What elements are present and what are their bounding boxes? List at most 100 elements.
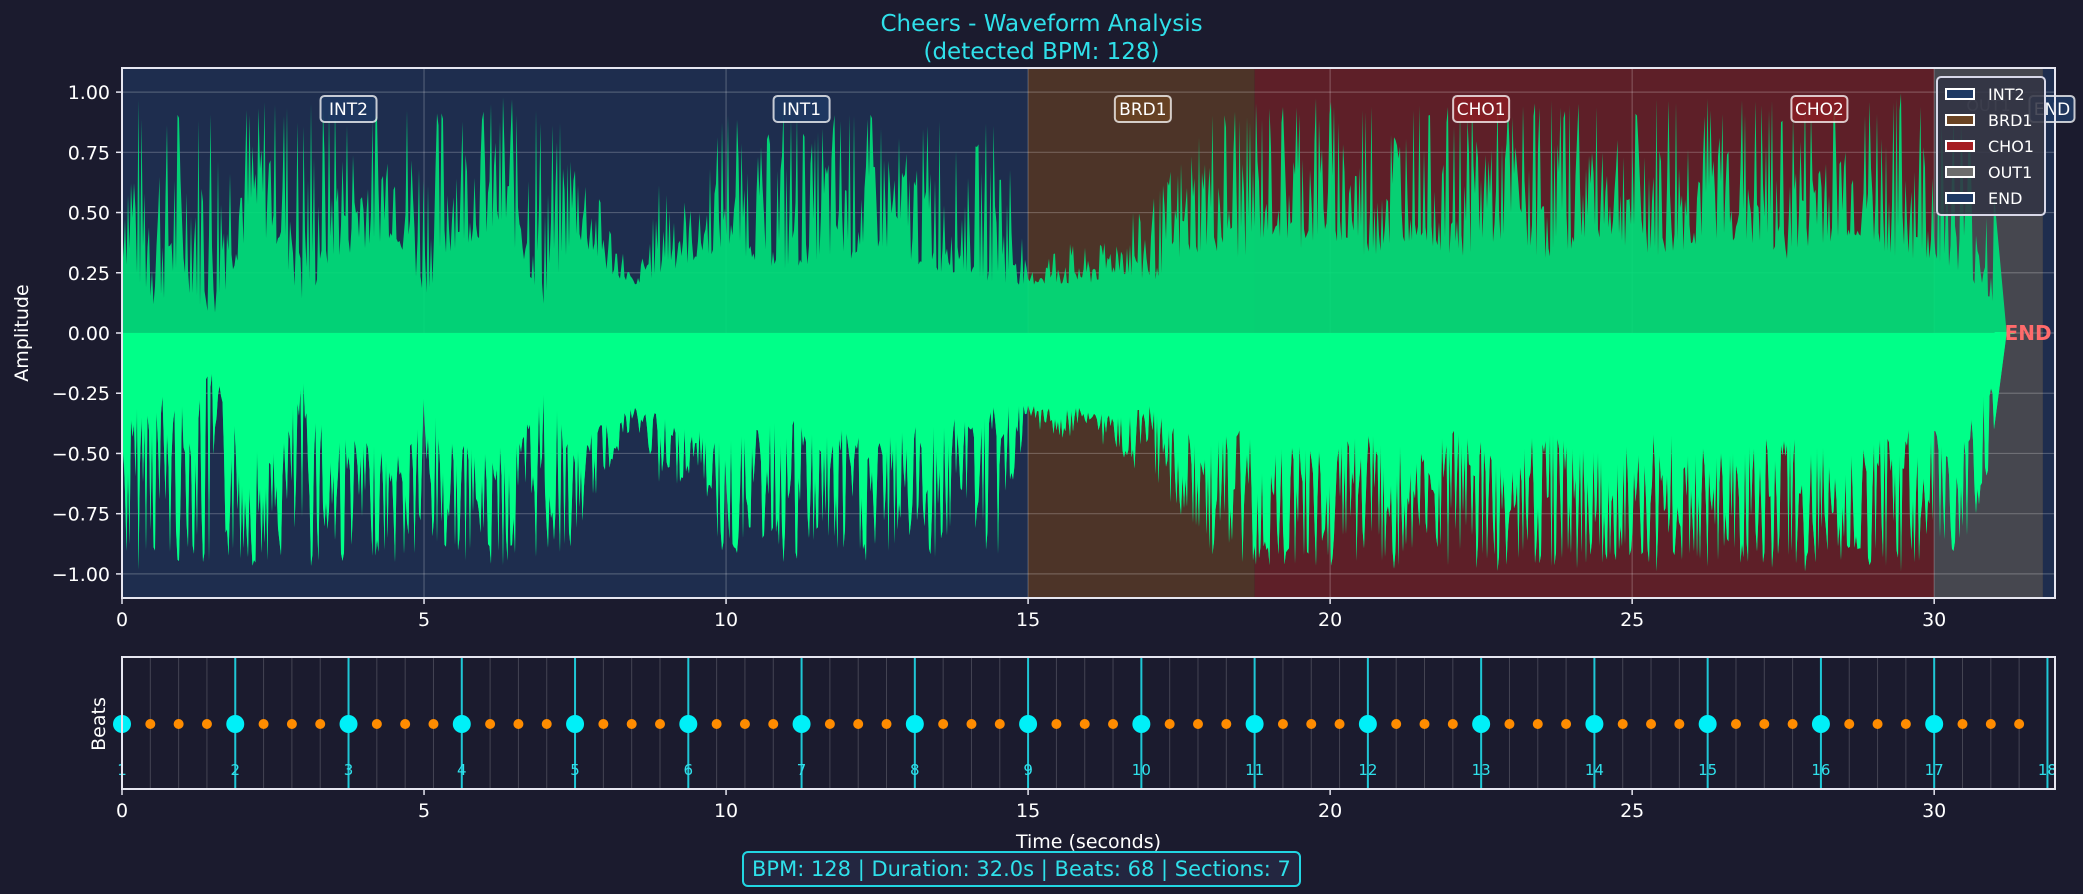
- x-tick-label: 0: [116, 609, 128, 631]
- y-tick-label: 0.75: [68, 142, 110, 164]
- downbeat-marker: [1246, 715, 1264, 733]
- x-tick-label: 15: [1016, 609, 1040, 631]
- downbeat-marker: [1132, 715, 1150, 733]
- downbeat-marker: [453, 715, 471, 733]
- beat-marker: [938, 719, 948, 729]
- beat-marker: [1646, 719, 1656, 729]
- downbeat-marker: [1359, 715, 1377, 733]
- beat-marker: [542, 719, 552, 729]
- bar-number-label: 10: [1132, 761, 1151, 779]
- beat-marker: [1674, 719, 1684, 729]
- downbeat-marker: [906, 715, 924, 733]
- x-tick-label: 0: [116, 800, 128, 822]
- legend-item-brd1: BRD1: [1945, 110, 2033, 130]
- beat-marker: [174, 719, 184, 729]
- y-tick-label: 0.25: [68, 263, 110, 285]
- beat-marker: [712, 719, 722, 729]
- legend-label: BRD1: [1988, 111, 2033, 130]
- legend-item-out1: OUT1: [1945, 162, 2032, 182]
- legend-swatch: [1945, 166, 1975, 178]
- legend-label: OUT1: [1988, 163, 2032, 182]
- beat-marker: [853, 719, 863, 729]
- x-axis-label: Time (seconds): [1015, 831, 1161, 853]
- downbeat-marker: [226, 715, 244, 733]
- beat-marker: [1221, 719, 1231, 729]
- bar-number-label: 9: [1023, 761, 1033, 779]
- beat-marker: [1108, 719, 1118, 729]
- beat-marker: [598, 719, 608, 729]
- bar-number-label: 13: [1472, 761, 1491, 779]
- beats-axis-label: Beats: [88, 697, 110, 751]
- beat-marker: [485, 719, 495, 729]
- y-tick-label: 1.00: [68, 82, 110, 104]
- legend-item-int2: INT2: [1945, 84, 2025, 104]
- downbeat-marker: [1699, 715, 1717, 733]
- section-label-int2: INT2: [321, 96, 377, 122]
- bar-number-label: 16: [1811, 761, 1830, 779]
- beat-marker: [1986, 719, 1996, 729]
- beat-marker: [740, 719, 750, 729]
- y-tick-label: −0.25: [52, 383, 110, 405]
- downbeat-marker: [1925, 715, 1943, 733]
- legend-swatch: [1945, 88, 1975, 100]
- svg-text:CHO2: CHO2: [1795, 100, 1844, 120]
- x-tick-label: 10: [714, 609, 738, 631]
- beat-marker: [1873, 719, 1883, 729]
- downbeat-marker: [1019, 715, 1037, 733]
- bar-number-label: 11: [1245, 761, 1264, 779]
- svg-text:INT1: INT1: [782, 100, 821, 120]
- beat-marker: [513, 719, 523, 729]
- beat-marker: [1561, 719, 1571, 729]
- beat-marker: [1391, 719, 1401, 729]
- x-tick-label: 20: [1318, 800, 1342, 822]
- bar-number-label: 5: [570, 761, 580, 779]
- beat-marker: [995, 719, 1005, 729]
- beat-marker: [1504, 719, 1514, 729]
- beat-marker: [1193, 719, 1203, 729]
- y-tick-label: −0.75: [52, 504, 110, 526]
- waveform-chart: INT2INT1BRD1CHO1CHO2OUT1ENDEND1.000.750.…: [0, 0, 2083, 894]
- beat-marker: [1788, 719, 1798, 729]
- bar-number-label: 14: [1585, 761, 1604, 779]
- beat-marker: [882, 719, 892, 729]
- legend-item-cho1: CHO1: [1945, 136, 2034, 156]
- beat-marker: [145, 719, 155, 729]
- legend-label: INT2: [1988, 85, 2025, 104]
- beat-marker: [1731, 719, 1741, 729]
- beat-marker: [768, 719, 778, 729]
- x-tick-label: 5: [418, 609, 430, 631]
- beat-marker: [1759, 719, 1769, 729]
- beat-marker: [428, 719, 438, 729]
- y-tick-label: 0.50: [68, 203, 110, 225]
- bar-number-label: 15: [1698, 761, 1717, 779]
- beat-marker: [655, 719, 665, 729]
- beat-marker: [1618, 719, 1628, 729]
- beat-marker: [1051, 719, 1061, 729]
- section-label-int1: INT1: [774, 96, 830, 122]
- section-label-brd1: BRD1: [1115, 96, 1171, 122]
- end-annotation: END: [2005, 321, 2052, 345]
- section-legend: INT2BRD1CHO1OUT1END: [1936, 76, 2046, 216]
- svg-text:INT2: INT2: [329, 100, 368, 120]
- beat-marker: [1080, 719, 1090, 729]
- downbeat-marker: [340, 715, 358, 733]
- beat-marker: [1533, 719, 1543, 729]
- beat-marker: [1448, 719, 1458, 729]
- y-axis-label: Amplitude: [11, 284, 33, 381]
- bar-number-label: 2: [230, 761, 240, 779]
- beat-marker: [1958, 719, 1968, 729]
- y-tick-label: −0.50: [52, 443, 110, 465]
- beat-marker: [202, 719, 212, 729]
- beat-marker: [1165, 719, 1175, 729]
- bar-number-label: 7: [797, 761, 807, 779]
- beat-marker: [1335, 719, 1345, 729]
- beat-marker: [1278, 719, 1288, 729]
- downbeat-marker: [566, 715, 584, 733]
- bar-number-label: 3: [344, 761, 354, 779]
- x-tick-label: 10: [714, 800, 738, 822]
- x-tick-label: 30: [1922, 609, 1946, 631]
- svg-text:BRD1: BRD1: [1119, 100, 1166, 120]
- beat-marker: [825, 719, 835, 729]
- downbeat-marker: [1585, 715, 1603, 733]
- beat-marker: [287, 719, 297, 729]
